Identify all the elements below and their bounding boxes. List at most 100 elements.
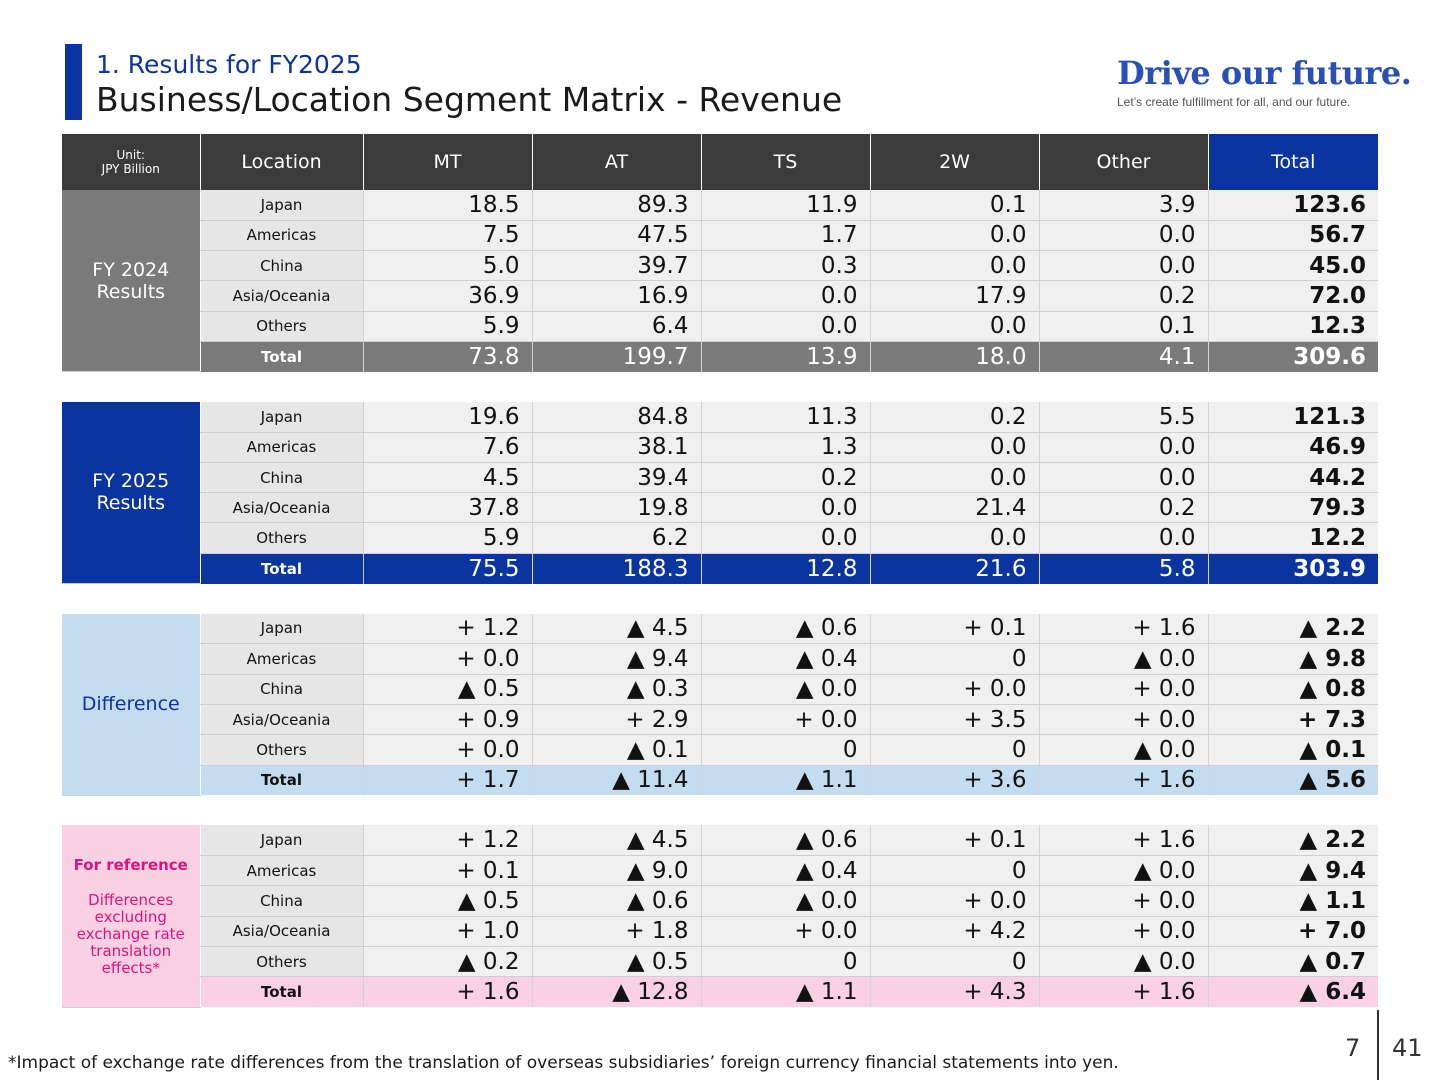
row-total-cell: ▲ 6.4 [1208, 976, 1378, 1008]
value-cell: ▲ 1.1 [701, 765, 871, 796]
value-cell: 6.4 [532, 311, 702, 342]
page-divider [1377, 1010, 1379, 1080]
row-total-cell: 309.6 [1208, 341, 1378, 372]
location-cell: Others [199, 734, 364, 766]
group-label-title: FY 2025 [92, 470, 170, 493]
location-cell: Asia/Oceania [199, 916, 364, 948]
value-cell: ▲ 0.2 [363, 946, 533, 978]
group-label-subtitle: Differences excluding exchange rate tran… [76, 891, 185, 978]
location-cell: Japan [199, 190, 364, 221]
value-cell: + 0.9 [363, 704, 533, 736]
value-cell: + 0.0 [1039, 674, 1209, 705]
value-cell: ▲ 1.1 [701, 976, 871, 1008]
value-cell: 11.3 [701, 401, 871, 433]
value-cell: + 3.5 [870, 704, 1040, 736]
value-cell: + 1.0 [363, 916, 533, 948]
value-cell: 0.2 [1039, 492, 1209, 524]
value-cell: + 3.6 [870, 765, 1040, 796]
value-cell: ▲ 0.0 [1039, 946, 1209, 978]
value-cell: 37.8 [363, 492, 533, 524]
table-row: Others 5.9 6.4 0.0 0.0 0.1 12.3 [62, 311, 1378, 342]
page-title: Business/Location Segment Matrix - Reven… [96, 80, 843, 119]
group-difference: Difference Japan + 1.2 ▲ 4.5 ▲ 0.6 + 0.1 + 1.6… [62, 613, 1378, 796]
row-total-cell: 123.6 [1208, 190, 1378, 221]
value-cell: 0.0 [1039, 522, 1209, 554]
value-cell: ▲ 0.1 [532, 734, 702, 766]
location-cell: Others [199, 522, 364, 554]
value-cell: + 1.6 [1039, 765, 1209, 796]
page-total: 41 [1392, 1034, 1423, 1062]
row-total-cell: 56.7 [1208, 220, 1378, 252]
value-cell: ▲ 0.6 [701, 613, 871, 645]
value-cell: ▲ 0.0 [1039, 734, 1209, 766]
location-cell: Asia/Oceania [199, 280, 364, 312]
value-cell: + 0.1 [870, 613, 1040, 645]
value-cell: 84.8 [532, 401, 702, 433]
value-cell: ▲ 0.0 [701, 885, 871, 917]
table-row: Others 5.9 6.2 0.0 0.0 0.0 12.2 [62, 522, 1378, 554]
value-cell: 0 [870, 855, 1040, 887]
group-gap [62, 583, 1378, 614]
table-row: For reference Differences excluding excha… [62, 825, 1378, 1008]
value-cell: ▲ 9.0 [532, 855, 702, 887]
value-cell: + 0.0 [363, 643, 533, 675]
unit-label: Unit: [116, 148, 145, 162]
value-cell: 38.1 [532, 432, 702, 463]
row-total-cell: ▲ 0.1 [1208, 734, 1378, 766]
value-cell: 0.1 [1039, 311, 1209, 342]
location-cell: Others [199, 311, 364, 342]
table-row: Americas + 0.1 ▲ 9.0 ▲ 0.4 0 ▲ 0.0 ▲ 9.4 [62, 855, 1378, 887]
table-row: China ▲ 0.5 ▲ 0.6 ▲ 0.0 + 0.0 + 0.0 ▲ 1.1 [62, 885, 1378, 917]
value-cell: 19.8 [532, 492, 702, 524]
location-cell: China [199, 462, 364, 494]
group-reference: For reference Differences excluding excha… [62, 825, 1378, 1008]
row-total-cell: ▲ 9.4 [1208, 855, 1378, 887]
row-total-cell: 12.2 [1208, 522, 1378, 554]
column-header-2w: 2W [870, 134, 1040, 190]
table-row: Americas + 0.0 ▲ 9.4 ▲ 0.4 0 ▲ 0.0 ▲ 9.8 [62, 643, 1378, 675]
value-cell: + 0.0 [1039, 885, 1209, 917]
value-cell: + 1.6 [1039, 825, 1209, 857]
value-cell: ▲ 0.3 [532, 674, 702, 705]
value-cell: + 0.1 [363, 855, 533, 887]
value-cell: 11.9 [701, 190, 871, 221]
location-cell: China [199, 674, 364, 705]
value-cell: + 1.2 [363, 613, 533, 645]
row-total-cell: + 7.0 [1208, 916, 1378, 948]
row-total-cell: 46.9 [1208, 432, 1378, 463]
total-row: Total + 1.6 ▲ 12.8 ▲ 1.1 + 4.3 + 1.6 ▲ 6.4 [62, 976, 1378, 1008]
value-cell: 199.7 [532, 341, 702, 372]
value-cell: 17.9 [870, 280, 1040, 312]
value-cell: 0 [870, 734, 1040, 766]
value-cell: ▲ 0.0 [1039, 643, 1209, 675]
table-row: Americas 7.5 47.5 1.7 0.0 0.0 56.7 [62, 220, 1378, 252]
value-cell: 0.0 [870, 250, 1040, 282]
value-cell: + 1.6 [363, 976, 533, 1008]
table-row: Asia/Oceania 37.8 19.8 0.0 21.4 0.2 79.3 [62, 492, 1378, 524]
value-cell: 75.5 [363, 553, 533, 584]
value-cell: + 0.0 [701, 704, 871, 736]
value-cell: 0.0 [870, 311, 1040, 342]
value-cell: 36.9 [363, 280, 533, 312]
table-row: Difference Japan + 1.2 ▲ 4.5 ▲ 0.6 + 0.1 + 1.6… [62, 613, 1378, 796]
location-cell: Others [199, 946, 364, 978]
row-total-cell: 72.0 [1208, 280, 1378, 312]
row-total-cell: 45.0 [1208, 250, 1378, 282]
row-total-cell: ▲ 2.2 [1208, 613, 1378, 645]
value-cell: + 4.3 [870, 976, 1040, 1008]
brand-slogan-logo: Drive our future. [1117, 54, 1412, 92]
table-row: China 4.5 39.4 0.2 0.0 0.0 44.2 [62, 462, 1378, 494]
group-label: FY 2024 Results [62, 190, 200, 373]
column-header-ts: TS [701, 134, 871, 190]
value-cell: 0.0 [870, 432, 1040, 463]
title-accent-bar [65, 44, 82, 120]
row-total-cell: 12.3 [1208, 311, 1378, 342]
section-subtitle: 1. Results for FY2025 [96, 50, 362, 79]
table-row: FY 2024 Results Japan 18.5 89.3 11.9 0.1 3.9 123… [62, 190, 1378, 373]
value-cell: 18.0 [870, 341, 1040, 372]
row-total-cell: ▲ 9.8 [1208, 643, 1378, 675]
value-cell: ▲ 0.5 [363, 885, 533, 917]
table-row: FY 2025 Results Japan 19.6 84.8 11.3 0.2 5.5 121… [62, 401, 1378, 585]
value-cell: 0.0 [701, 492, 871, 524]
group-fy2024: FY 2024 Results Japan 18.5 89.3 11.9 0.1 3.9 123… [62, 190, 1378, 373]
